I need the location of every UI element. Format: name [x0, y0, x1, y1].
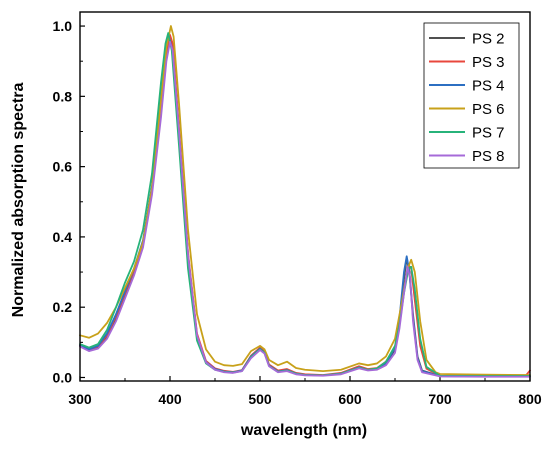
x-tick-label: 300 [68, 391, 92, 407]
x-tick-label: 500 [248, 391, 272, 407]
y-axis-ticks: 0.0 0.2 0.4 0.6 0.8 1.0 [53, 18, 85, 385]
x-axis-ticks: 300 400 500 600 700 800 [68, 376, 542, 407]
x-tick-label: 800 [518, 391, 542, 407]
y-axis-title: Normalized absorption spectra [10, 83, 27, 318]
y-tick-label: 0.4 [53, 229, 73, 245]
series-lines [79, 25, 531, 378]
x-tick-label: 700 [428, 391, 452, 407]
y-tick-label: 0.8 [53, 88, 73, 104]
legend-label: PS 4 [472, 78, 505, 95]
legend-label: PS 8 [472, 148, 505, 165]
y-tick-label: 0.0 [53, 369, 73, 385]
x-tick-label: 400 [158, 391, 182, 407]
legend-label: PS 6 [472, 101, 505, 118]
legend-label: PS 7 [472, 125, 505, 142]
x-axis-title: wavelength (nm) [240, 422, 367, 439]
plot-area-frame [79, 11, 531, 382]
series-line-ps-8 [79, 40, 531, 378]
y-tick-label: 0.2 [53, 299, 73, 315]
legend-label: PS 2 [472, 31, 505, 48]
y-tick-label: 1.0 [53, 18, 73, 34]
legend-label: PS 3 [472, 54, 505, 71]
x-tick-label: 600 [338, 391, 362, 407]
y-tick-label: 0.6 [53, 159, 73, 175]
legend: PS 2 PS 3 PS 4 PS 6 PS 7 PS 8 [423, 22, 520, 169]
series-line-ps-6 [79, 25, 531, 376]
legend-box [423, 22, 520, 169]
